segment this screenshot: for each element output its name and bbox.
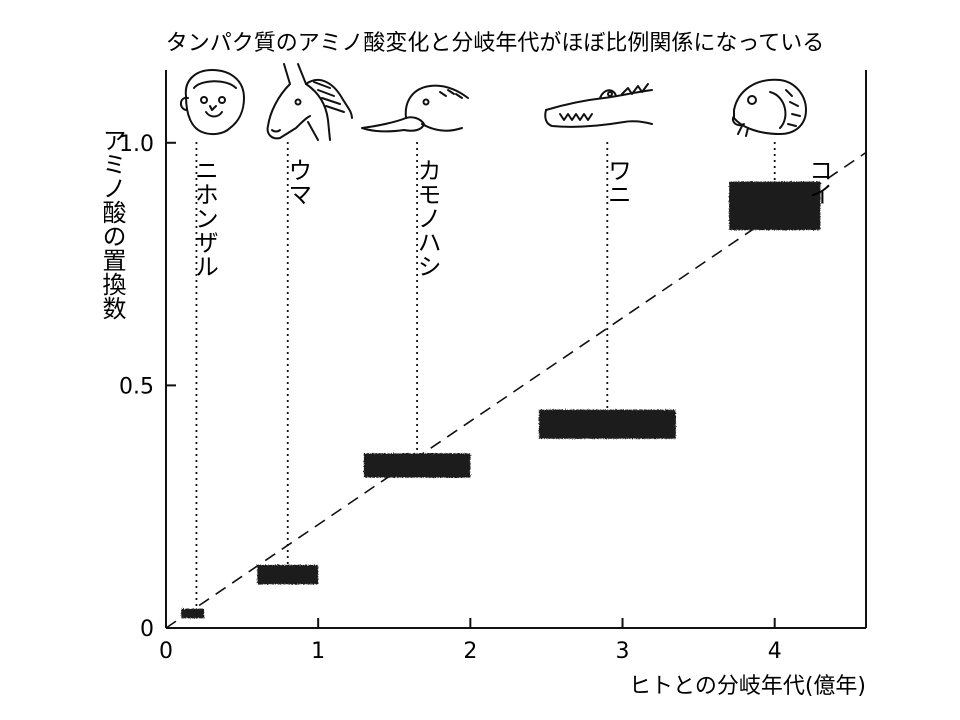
point-label-2: カモノハシ [413, 158, 441, 278]
data-mark-2 [363, 453, 471, 478]
x-tick-label-4: 4 [768, 639, 782, 664]
point-label-3: ワニ [603, 158, 631, 206]
data-mark-4 [729, 181, 821, 231]
horse-icon [266, 63, 353, 141]
point-label-1: ウマ [284, 158, 312, 206]
y-tick-label-1: 0.5 [119, 374, 154, 399]
point-label-4: コイ [805, 158, 833, 206]
data-mark-0 [181, 608, 205, 619]
crocodile-icon [544, 83, 653, 128]
data-marks [181, 181, 821, 619]
y-tick-label-2: 1.0 [119, 132, 154, 157]
y-axis-label: アミノ酸の置換数 [98, 128, 126, 320]
platypus-icon [361, 84, 469, 133]
data-mark-1 [257, 564, 319, 585]
axis-tick-labels: 0 1 2 3 4 0 0.5 1.0 [119, 132, 782, 664]
chart-title: タンパク質のアミノ酸変化と分岐年代がほぼ比例関係になっている [166, 31, 824, 56]
drop-lines [195, 142, 776, 609]
monkey-icon [180, 69, 245, 136]
x-tick-label-3: 3 [616, 639, 630, 664]
x-tick-label-1: 1 [311, 639, 325, 664]
point-label-0: ニホンザル [190, 158, 218, 278]
point-labels: ニホンザル ウマ カモノハシ ワニ コイ [190, 158, 832, 278]
x-tick-label-0: 0 [159, 639, 173, 664]
axis-ticks [165, 141, 776, 629]
y-tick-label-0: 0 [140, 617, 154, 642]
x-axis-label: ヒトとの分岐年代(億年) [629, 674, 866, 699]
carp-icon [732, 78, 807, 137]
x-tick-label-2: 2 [463, 639, 477, 664]
data-mark-3 [538, 409, 676, 439]
trend-line [165, 151, 867, 629]
